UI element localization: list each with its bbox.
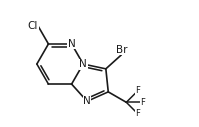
- Text: N: N: [83, 96, 91, 106]
- Text: F: F: [135, 109, 140, 118]
- Text: N: N: [68, 39, 75, 49]
- Text: N: N: [79, 59, 87, 69]
- Text: Cl: Cl: [28, 21, 38, 31]
- Text: Br: Br: [116, 45, 127, 55]
- Text: F: F: [140, 98, 145, 107]
- Text: F: F: [135, 86, 140, 95]
